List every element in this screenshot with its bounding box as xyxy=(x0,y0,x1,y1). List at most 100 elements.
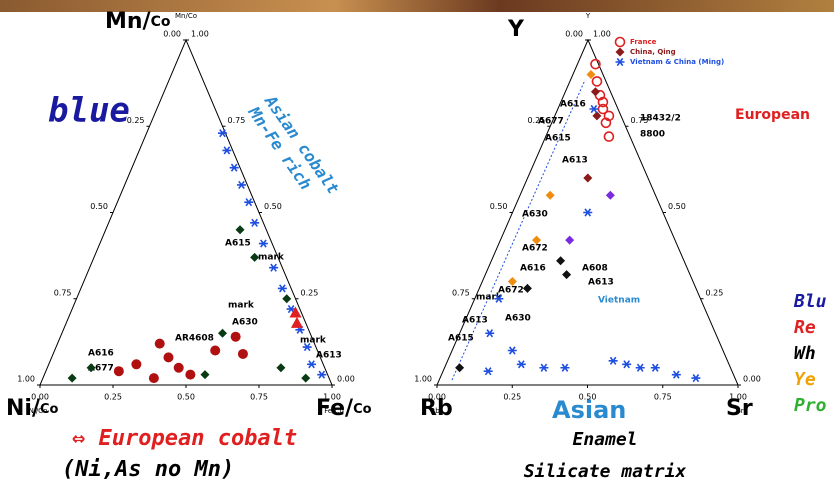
point xyxy=(317,370,327,379)
annotation: A613 xyxy=(462,316,488,326)
left-label: Rb xyxy=(430,407,440,415)
legend-label: China, Qing xyxy=(630,48,676,56)
point xyxy=(608,356,618,365)
point xyxy=(592,111,602,121)
point xyxy=(218,328,227,338)
point xyxy=(131,359,142,370)
side: Re xyxy=(794,317,816,338)
point xyxy=(516,360,526,369)
point xyxy=(218,129,227,138)
tick-label: 0.25 xyxy=(301,288,319,297)
annotation: A608 xyxy=(582,264,608,274)
point xyxy=(222,146,232,155)
tick-label: 1.00 xyxy=(323,393,341,402)
point xyxy=(67,373,77,383)
point xyxy=(614,36,626,48)
annotation: A613 xyxy=(316,351,342,361)
point xyxy=(650,363,660,372)
tick-label: 1.00 xyxy=(17,375,35,384)
annotation: 8800 xyxy=(640,130,665,140)
note: ⇔ European cobalt xyxy=(72,426,297,451)
point xyxy=(276,363,286,373)
point xyxy=(258,239,268,248)
point xyxy=(483,367,493,376)
point xyxy=(290,316,303,328)
annotation: A613 xyxy=(562,156,588,166)
point xyxy=(277,284,287,293)
annotation: A630 xyxy=(505,314,531,324)
tick-label: 1.00 xyxy=(593,30,611,39)
point xyxy=(589,104,599,114)
point xyxy=(269,263,279,272)
point xyxy=(562,270,572,280)
point xyxy=(301,373,311,383)
point xyxy=(600,117,612,129)
legend-label: Vietnam & China (Ming) xyxy=(630,58,724,66)
point xyxy=(597,103,609,115)
point xyxy=(560,363,570,372)
point xyxy=(455,363,465,373)
annotation: A615 xyxy=(225,239,251,249)
tick-label: 0.75 xyxy=(228,116,246,125)
annotation: A616 xyxy=(520,264,546,274)
tick-label: 0.75 xyxy=(452,288,470,297)
side: Blu xyxy=(793,291,827,312)
heading: Mn/Co xyxy=(105,9,171,34)
point xyxy=(148,373,159,384)
point xyxy=(163,352,174,363)
side: Ye xyxy=(794,369,816,390)
point xyxy=(583,173,593,183)
point xyxy=(236,180,246,189)
tick-label: 0.00 xyxy=(743,375,761,384)
tick-label: 0.75 xyxy=(250,393,268,402)
corner: Sr xyxy=(726,396,753,421)
annotation: A630 xyxy=(522,210,548,220)
annotation: mark xyxy=(258,253,285,263)
side: Pro xyxy=(794,395,827,416)
point xyxy=(691,374,701,383)
tick-label: 0.25 xyxy=(527,116,545,125)
note: Silicate matrix xyxy=(524,461,687,482)
annotation: A677 xyxy=(538,117,564,127)
point xyxy=(615,47,625,57)
annotation: 18432/2 xyxy=(640,114,681,124)
point xyxy=(635,363,645,372)
note: Enamel xyxy=(572,429,637,450)
tick-label: 0.00 xyxy=(565,30,583,39)
annotation: A672 xyxy=(498,286,524,296)
point xyxy=(603,110,615,122)
point xyxy=(615,57,625,67)
tick-label: 0.75 xyxy=(54,288,72,297)
point xyxy=(522,283,532,293)
tick-label: 0.00 xyxy=(31,393,49,402)
annotation: mark xyxy=(476,293,503,303)
point xyxy=(289,306,302,318)
point xyxy=(244,198,254,207)
tick-label: 0.50 xyxy=(668,202,686,211)
point xyxy=(173,362,184,373)
point xyxy=(229,163,239,172)
note: (Ni,As no Mn) xyxy=(62,457,234,482)
asian-label: Asian xyxy=(552,396,626,424)
tick-label: 0.25 xyxy=(706,288,724,297)
annotation: A677 xyxy=(88,364,114,374)
blue-label: blue xyxy=(48,91,130,131)
point xyxy=(237,348,248,359)
point xyxy=(532,235,542,245)
point xyxy=(590,87,600,97)
tick-label: 0.25 xyxy=(127,116,145,125)
tick-label: 1.00 xyxy=(414,375,432,384)
tick-label: 0.50 xyxy=(579,393,597,402)
tick-label: 0.00 xyxy=(428,393,446,402)
annotation: AR4608 xyxy=(175,334,214,344)
annotation: A630 xyxy=(232,318,258,328)
tick-label: 0.25 xyxy=(503,393,521,402)
point xyxy=(507,346,517,355)
point xyxy=(605,190,615,200)
point xyxy=(507,277,517,286)
corner: Y xyxy=(507,17,525,42)
corner: Rb xyxy=(420,396,453,421)
right-label: Fe/Co xyxy=(324,407,343,415)
tick-label: 0.50 xyxy=(490,202,508,211)
